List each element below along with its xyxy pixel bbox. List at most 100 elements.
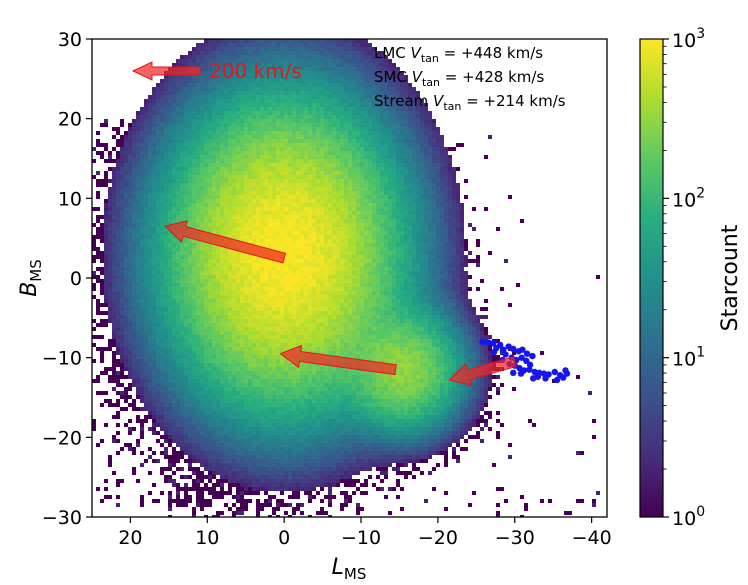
heatmap-cell: [136, 235, 140, 239]
heatmap-cell: [244, 407, 248, 411]
heatmap-cell: [288, 415, 292, 419]
heatmap-cell: [240, 299, 244, 303]
heatmap-cell: [280, 371, 284, 375]
heatmap-cell: [160, 179, 164, 183]
heatmap-cell: [140, 119, 144, 123]
heatmap-cell: [272, 291, 276, 295]
heatmap-cell: [252, 267, 256, 271]
heatmap-cell: [120, 339, 124, 343]
heatmap-cell: [280, 247, 284, 251]
heatmap-cell: [256, 503, 260, 507]
heatmap-cell: [128, 291, 132, 295]
heatmap-cell: [272, 179, 276, 183]
heatmap-cell: [268, 95, 272, 99]
heatmap-cell: [232, 359, 236, 363]
heatmap-cell: [184, 263, 188, 267]
heatmap-cell: [156, 351, 160, 355]
heatmap-cell: [276, 299, 280, 303]
heatmap-cell: [216, 443, 220, 447]
heatmap-cell: [240, 503, 244, 507]
heatmap-cell: [276, 291, 280, 295]
heatmap-cell: [168, 403, 172, 407]
heatmap-cell: [284, 379, 288, 383]
heatmap-cell: [236, 395, 240, 399]
heatmap-cell: [236, 255, 240, 259]
heatmap-cell: [280, 203, 284, 207]
heatmap-cell: [204, 327, 208, 331]
heatmap-cell: [272, 375, 276, 379]
heatmap-cell: [288, 91, 292, 95]
heatmap-cell: [228, 43, 232, 47]
heatmap-cell: [176, 119, 180, 123]
heatmap-cell: [236, 419, 240, 423]
heatmap-cell: [192, 487, 196, 491]
heatmap-cell: [236, 431, 240, 435]
heatmap-cell: [168, 255, 172, 259]
heatmap-cell: [172, 363, 176, 367]
heatmap-cell: [240, 495, 244, 499]
heatmap-cell: [296, 91, 300, 95]
heatmap-cell: [280, 387, 284, 391]
heatmap-cell: [112, 167, 116, 171]
heatmap-cell: [288, 259, 292, 263]
heatmap-cell: [264, 287, 268, 291]
heatmap-cell: [224, 471, 228, 475]
heatmap-cell: [120, 175, 124, 179]
heatmap-cell: [160, 271, 164, 275]
heatmap-cell: [160, 299, 164, 303]
heatmap-cell: [108, 279, 112, 283]
heatmap-cell: [204, 211, 208, 215]
heatmap-cell: [232, 431, 236, 435]
heatmap-cell: [284, 467, 288, 471]
heatmap-cell: [172, 291, 176, 295]
heatmap-cell: [108, 299, 112, 303]
heatmap-cell: [288, 411, 292, 415]
heatmap-cell: [224, 459, 228, 463]
heatmap-cell: [176, 343, 180, 347]
heatmap-cell: [288, 207, 292, 211]
heatmap-cell: [168, 263, 172, 267]
heatmap-cell: [148, 119, 152, 123]
heatmap-cell: [264, 439, 268, 443]
heatmap-cell: [128, 127, 132, 131]
heatmap-cell: [228, 311, 232, 315]
heatmap-cell: [156, 183, 160, 187]
heatmap-cell: [236, 319, 240, 323]
heatmap-cell: [180, 111, 184, 115]
heatmap-cell: [168, 347, 172, 351]
heatmap-cell: [196, 479, 200, 483]
heatmap-cell: [272, 475, 276, 479]
heatmap-cell: [180, 243, 184, 247]
heatmap-cell: [248, 183, 252, 187]
heatmap-cell: [204, 215, 208, 219]
heatmap-cell: [244, 351, 248, 355]
heatmap-cell: [180, 343, 184, 347]
heatmap-cell: [264, 227, 268, 231]
heatmap-cell: [272, 199, 276, 203]
heatmap-cell: [276, 443, 280, 447]
heatmap-cell: [124, 227, 128, 231]
heatmap-cell: [288, 451, 292, 455]
heatmap-cell: [272, 311, 276, 315]
heatmap-cell: [184, 131, 188, 135]
heatmap-cell: [252, 423, 256, 427]
heatmap-cell: [136, 171, 140, 175]
heatmap-cell: [292, 87, 296, 91]
heatmap-cell: [148, 247, 152, 251]
heatmap-cell: [188, 411, 192, 415]
heatmap-cell: [200, 43, 204, 47]
heatmap-cell: [276, 487, 280, 491]
heatmap-cell: [220, 203, 224, 207]
heatmap-cell: [256, 51, 260, 55]
heatmap-cell: [228, 143, 232, 147]
heatmap-cell: [228, 359, 232, 363]
heatmap-cell: [188, 399, 192, 403]
heatmap-cell: [200, 79, 204, 83]
heatmap-cell: [108, 459, 112, 463]
heatmap-cell: [232, 463, 236, 467]
heatmap-cell: [136, 159, 140, 163]
heatmap-cell: [136, 255, 140, 259]
heatmap-cell: [124, 363, 128, 367]
heatmap-cell: [128, 159, 132, 163]
heatmap-cell: [100, 335, 104, 339]
